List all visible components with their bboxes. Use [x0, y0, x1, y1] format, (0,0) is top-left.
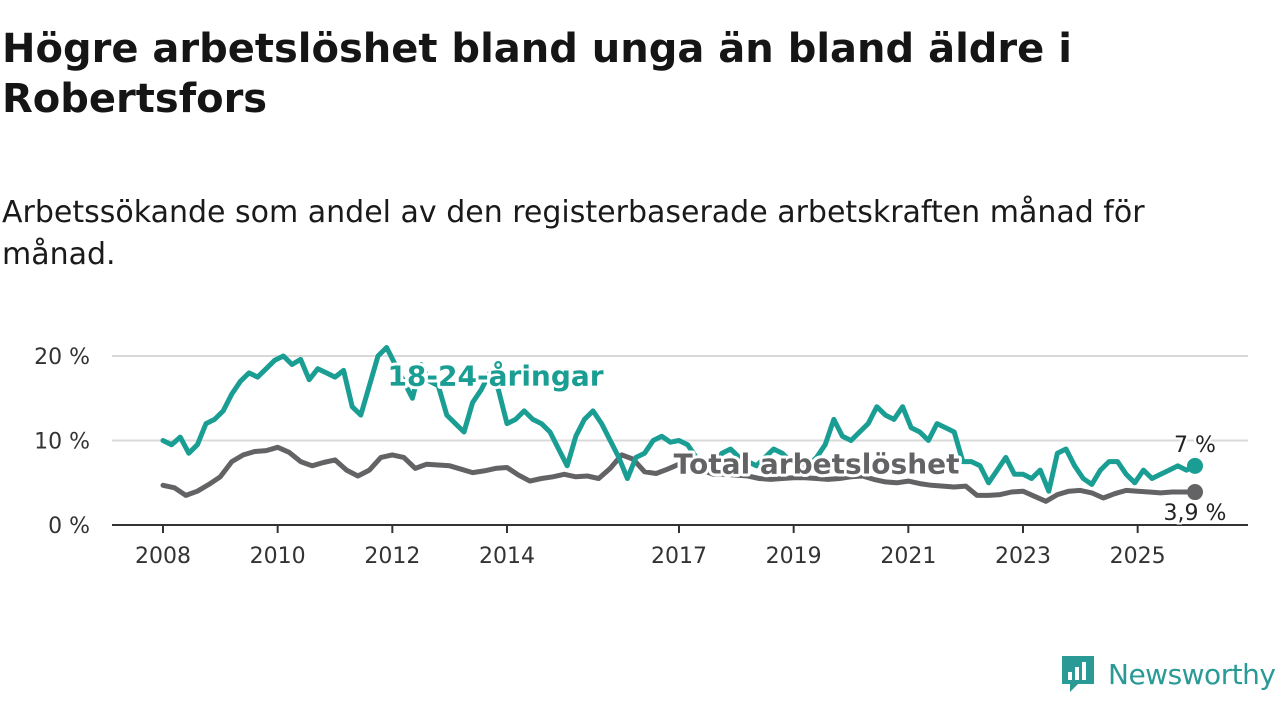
- brand-name: Newsworthy: [1108, 657, 1276, 691]
- x-tick-label: 2010: [250, 544, 306, 569]
- line-chart: 0 % 10 % 20 % 2008 2010 2012 2014 2017 2019 2021…: [34, 345, 1248, 569]
- series-line-1: [160, 444, 1198, 504]
- y-axis-ticks: 0 % 10 % 20 %: [34, 345, 90, 539]
- x-tick-label: 2014: [479, 544, 535, 569]
- newsworthy-logo-icon: [1062, 656, 1094, 692]
- x-tick-label: 2012: [364, 544, 420, 569]
- series-labels: 18-24-åringar Total arbetslöshet 7 % 3,9 %: [384, 357, 1228, 528]
- series-end-label: 7 %: [1174, 433, 1216, 458]
- x-tick-label: 2023: [995, 544, 1051, 569]
- series-end-point-0: [1187, 457, 1203, 474]
- page-title: Högre arbetslöshet bland unga än bland ä…: [2, 26, 1072, 122]
- x-tick-label: 2008: [135, 544, 191, 569]
- y-tick-label: 20 %: [34, 345, 90, 370]
- series-end-label: 3,9 %: [1164, 501, 1227, 526]
- series-name-label: 18-24-åringar: [387, 360, 603, 393]
- x-tick-label: 2021: [880, 544, 936, 569]
- series-end-point-1: [1187, 484, 1203, 501]
- y-tick-label: 10 %: [34, 430, 90, 455]
- x-axis-ticks: 2008 2010 2012 2014 2017 2019 2021 2023 2025: [135, 525, 1166, 569]
- brand-logo: Newsworthy: [1060, 654, 1276, 694]
- series-layer: [160, 345, 1203, 504]
- series-name-label: Total arbetslöshet: [674, 447, 960, 480]
- y-tick-label: 0 %: [48, 514, 90, 539]
- x-tick-label: 2019: [766, 544, 822, 569]
- x-tick-label: 2017: [651, 544, 707, 569]
- page-subtitle: Arbetssökande som andel av den registerb…: [2, 195, 1145, 272]
- x-tick-label: 2025: [1110, 544, 1166, 569]
- series-line-0: [160, 345, 1198, 494]
